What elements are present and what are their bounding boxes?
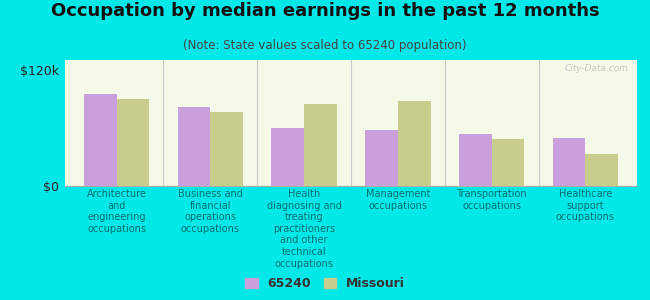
Text: (Note: State values scaled to 65240 population): (Note: State values scaled to 65240 popu… [183,39,467,52]
Text: Management
occupations: Management occupations [366,189,430,211]
Text: Architecture
and
engineering
occupations: Architecture and engineering occupations [86,189,146,234]
Bar [211,112,243,186]
Bar [365,130,398,186]
Bar [491,140,525,186]
Bar [304,103,337,186]
Bar [398,101,431,186]
Bar [459,134,491,186]
Text: Business and
financial
operations
occupations: Business and financial operations occupa… [178,189,243,234]
Legend: 65240, Missouri: 65240, Missouri [241,273,409,294]
Bar [84,94,116,186]
Text: Health
diagnosing and
treating
practitioners
and other
technical
occupations: Health diagnosing and treating practitio… [266,189,341,268]
Text: Occupation by median earnings in the past 12 months: Occupation by median earnings in the pas… [51,2,599,20]
Text: Transportation
occupations: Transportation occupations [456,189,527,211]
Text: Healthcare
support
occupations: Healthcare support occupations [556,189,615,222]
Bar [271,128,304,186]
Bar [177,106,211,186]
Text: City-Data.com: City-Data.com [564,64,629,73]
Bar [586,154,618,186]
Bar [116,99,150,186]
Bar [552,137,586,186]
